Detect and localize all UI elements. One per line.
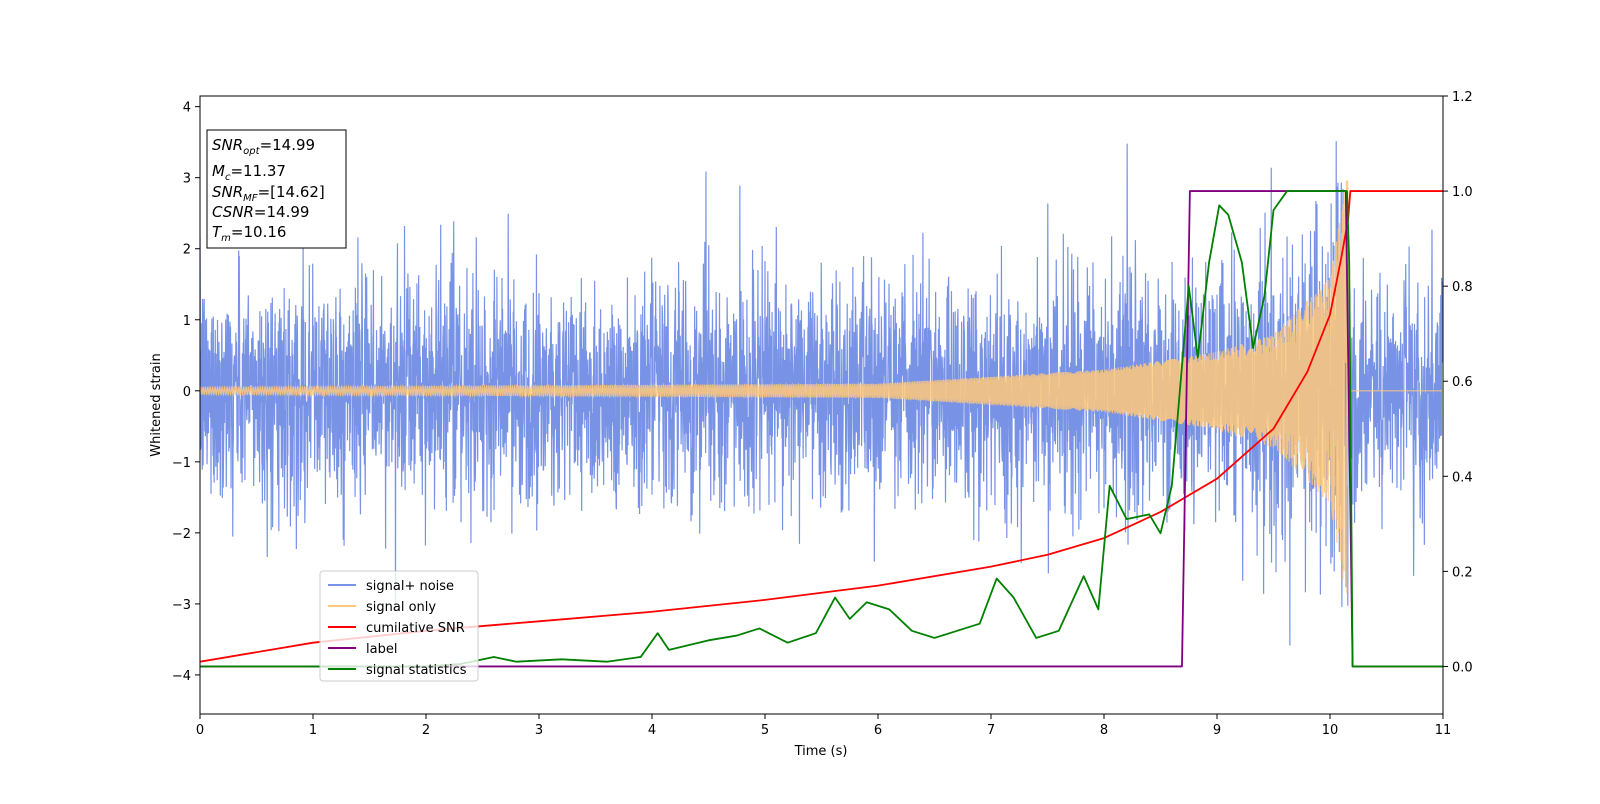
legend-entry: signal statistics: [366, 663, 467, 678]
y2-tick-label: 0.8: [1452, 280, 1473, 295]
legend-entry: signal only: [366, 600, 436, 615]
x-tick-label: 0: [196, 723, 204, 738]
x-tick-label: 8: [1100, 723, 1108, 738]
x-tick-label: 3: [535, 723, 543, 738]
parameter-info-box: SNRopt=14.99 Mc=11.37SNRMF=[14.62]CSNR=14…: [206, 129, 347, 249]
series-signal-noise-line: [200, 141, 1443, 646]
y-axis-label: Whitened strain: [149, 353, 164, 456]
legend-entry: signal+ noise: [366, 579, 454, 594]
x-tick-label: 6: [874, 723, 882, 738]
y2-tick-label: 0.4: [1452, 470, 1473, 485]
x-tick-label: 2: [422, 723, 430, 738]
legend-entry: cumilative SNR: [366, 621, 465, 636]
y-tick-label: 2: [183, 243, 191, 258]
plot-frame: [199, 95, 1444, 715]
y-tick-label: −2: [172, 527, 191, 542]
legend: signal+ noise signal only cumilative SNR la…: [319, 570, 479, 682]
x-tick-label: 7: [987, 723, 995, 738]
y-tick-label: 1: [183, 314, 191, 329]
info-line: Tm=10.16: [212, 223, 286, 244]
x-tick-label: 5: [761, 723, 769, 738]
y-tick-label: −1: [172, 456, 191, 471]
y-tick-label: 4: [183, 101, 191, 116]
x-tick-label: 1: [309, 723, 317, 738]
y2-tick-label: 0.0: [1452, 660, 1473, 675]
series-signal-statistics-line: [200, 190, 1443, 668]
x-tick-label: 9: [1213, 723, 1221, 738]
series-signal-only-line: [200, 180, 1443, 594]
info-line: SNRopt=14.99: [212, 136, 315, 157]
y2-tick-label: 0.6: [1452, 375, 1473, 390]
y2-tick-label: 1.2: [1452, 90, 1473, 105]
y2-tick-label: 1.0: [1452, 185, 1473, 200]
x-tick-label: 11: [1435, 723, 1452, 738]
info-line: Mc=11.37: [212, 162, 286, 183]
legend-entry: label: [366, 642, 397, 657]
info-line: SNRMF=[14.62]: [212, 183, 325, 204]
x-tick-label: 10: [1322, 723, 1339, 738]
y-tick-label: −3: [172, 598, 191, 613]
y2-tick-label: 0.2: [1452, 565, 1473, 580]
y-tick-label: 3: [183, 172, 191, 187]
info-line: CSNR=14.99: [212, 203, 309, 221]
x-tick-label: 4: [648, 723, 656, 738]
y-tick-label: 0: [183, 385, 191, 400]
y-tick-label: −4: [172, 669, 191, 684]
x-axis-label: Time (s): [794, 744, 848, 759]
